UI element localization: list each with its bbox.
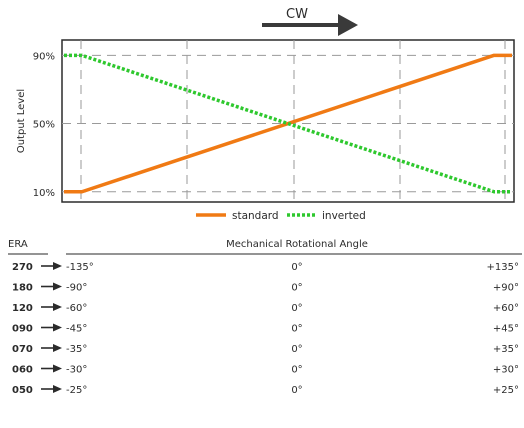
legend-standard-label: standard bbox=[232, 210, 279, 222]
y-tick-label: 50% bbox=[33, 120, 55, 131]
angle-right: +60° bbox=[493, 303, 519, 314]
angle-header: Mechanical Rotational Angle bbox=[226, 239, 368, 250]
angle-right: +25° bbox=[493, 385, 519, 396]
table-row: 070 -35° 0° +35° bbox=[12, 344, 519, 355]
arrow-right-icon bbox=[53, 303, 62, 311]
table-row: 270 -135° 0° +135° bbox=[12, 262, 519, 273]
table-row: 090 -45° 0° +45° bbox=[12, 323, 519, 335]
y-tick-labels: 10% 50% 90% bbox=[33, 51, 55, 198]
series-line-standard bbox=[64, 53, 512, 194]
table-header: ERA Mechanical Rotational Angle bbox=[8, 239, 522, 255]
angle-right: +35° bbox=[493, 344, 519, 355]
legend: standard inverted bbox=[196, 210, 366, 222]
angle-left: -35° bbox=[66, 344, 87, 355]
cw-arrow-head-icon bbox=[338, 14, 358, 36]
angle-left: -25° bbox=[66, 385, 87, 396]
angle-center: 0° bbox=[291, 385, 302, 396]
plot-frame bbox=[61, 39, 515, 203]
table-row: 120 -60° 0° +60° bbox=[12, 303, 519, 314]
angle-right: +90° bbox=[493, 283, 519, 294]
table-row: 180 -90° 0° +90° bbox=[12, 282, 519, 294]
legend-inverted-label: inverted bbox=[322, 210, 366, 222]
arrow-right-icon bbox=[53, 385, 62, 393]
table-row: 060 -30° 0° +30° bbox=[12, 364, 519, 376]
arrow-right-icon bbox=[53, 282, 62, 291]
angle-center: 0° bbox=[291, 365, 302, 376]
arrow-right-icon bbox=[53, 364, 62, 373]
era-code: 070 bbox=[12, 344, 33, 355]
angle-left: -30° bbox=[66, 365, 87, 376]
angle-right: +30° bbox=[493, 365, 519, 376]
angle-left: -60° bbox=[66, 303, 87, 314]
angle-center: 0° bbox=[291, 344, 302, 355]
cw-indicator: CW bbox=[262, 7, 358, 36]
era-code: 270 bbox=[12, 262, 33, 273]
angle-center: 0° bbox=[291, 262, 302, 273]
era-code: 050 bbox=[12, 385, 33, 396]
era-code: 060 bbox=[12, 365, 33, 376]
table-row: 050 -25° 0° +25° bbox=[12, 385, 519, 396]
era-header: ERA bbox=[8, 239, 28, 250]
angle-center: 0° bbox=[291, 324, 302, 335]
angle-center: 0° bbox=[291, 303, 302, 314]
y-tick-label: 90% bbox=[33, 51, 55, 62]
arrow-right-icon bbox=[53, 344, 62, 352]
arrow-right-icon bbox=[53, 262, 62, 270]
angle-right: +135° bbox=[487, 262, 519, 273]
angle-right: +45° bbox=[493, 324, 519, 335]
arrow-right-icon bbox=[53, 323, 62, 332]
series bbox=[63, 53, 513, 194]
series-line-inverted bbox=[64, 53, 512, 194]
angle-left: -45° bbox=[66, 324, 87, 335]
angle-left: -90° bbox=[66, 283, 87, 294]
angle-left: -135° bbox=[66, 262, 94, 273]
y-tick-label: 10% bbox=[33, 188, 55, 199]
era-code: 180 bbox=[12, 283, 33, 294]
table-body: 270 -135° 0° +135° 180 -90° 0° +90° 120 -60° 0° +60… bbox=[12, 262, 519, 396]
cw-label: CW bbox=[286, 7, 308, 22]
angle-center: 0° bbox=[291, 283, 302, 294]
y-axis-label: Output Level bbox=[16, 89, 27, 153]
era-code: 120 bbox=[12, 303, 33, 314]
era-code: 090 bbox=[12, 324, 33, 335]
